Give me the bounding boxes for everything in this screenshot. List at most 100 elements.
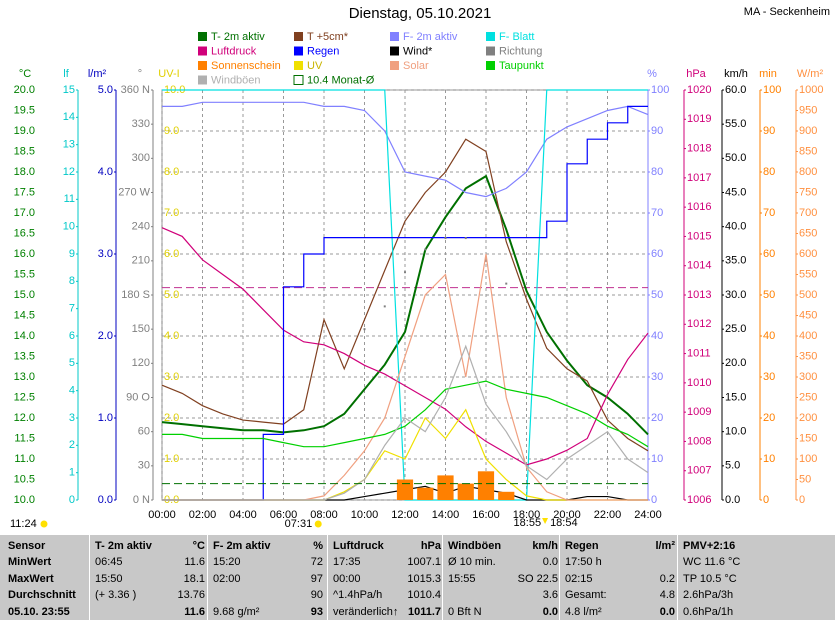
axis-unit: l/m² bbox=[88, 68, 107, 80]
series-line bbox=[162, 344, 649, 501]
y-tick-label: 900 bbox=[799, 125, 817, 137]
moon-set: 18:54 bbox=[550, 517, 578, 529]
y-tick-label: 700 bbox=[799, 207, 817, 219]
y-tick-label: 1.0 bbox=[164, 453, 179, 465]
legend-label: Richtung bbox=[499, 45, 542, 57]
legend-label: Taupunkt bbox=[499, 60, 544, 72]
y-tick-label: 270 W bbox=[118, 186, 150, 198]
y-tick-label: 7.0 bbox=[164, 207, 179, 219]
direction-dot bbox=[444, 237, 447, 240]
cell-value: 4.8 bbox=[659, 589, 675, 601]
cell-label: Ø 10 min. bbox=[448, 556, 496, 568]
y-tick-label: 1009 bbox=[687, 406, 711, 418]
y-tick-label: 19.0 bbox=[14, 125, 35, 137]
y-tick-label: 1 bbox=[69, 467, 75, 479]
legend-label: Sonnenschein bbox=[211, 60, 281, 72]
y-tick-label: 1010 bbox=[687, 377, 711, 389]
y-tick-label: 10 bbox=[763, 453, 775, 465]
cell-label: 0 Bft N bbox=[448, 605, 482, 618]
y-tick-label: 1011 bbox=[687, 347, 711, 359]
y-tick-label: 30.0 bbox=[725, 289, 746, 301]
x-tick-label: 12:00 bbox=[391, 509, 419, 521]
column-title: F- 2m aktiv bbox=[213, 540, 271, 552]
column-separator bbox=[207, 535, 208, 620]
y-tick-label: 100 bbox=[651, 84, 669, 96]
y-tick-label: 800 bbox=[799, 166, 817, 178]
y-tick-label: 300 bbox=[132, 152, 150, 164]
cell-label: Gesamt: bbox=[565, 589, 607, 601]
stats-table: Sensor MinWert MaxWert Durchschnitt 05.10. 2… bbox=[0, 535, 835, 620]
y-tick-label: 1008 bbox=[687, 435, 711, 447]
cell-value: 11.6 bbox=[184, 556, 205, 568]
column-title: Windböen bbox=[448, 540, 502, 552]
x-tick-label: 02:00 bbox=[189, 509, 217, 521]
y-tick-label: 1012 bbox=[687, 318, 711, 330]
cell-label: MinWert bbox=[8, 556, 52, 568]
cell-value: 97 bbox=[310, 572, 323, 585]
y-tick-label: 200 bbox=[799, 412, 817, 424]
sunshine-bar bbox=[457, 483, 474, 500]
y-tick-label: 9.0 bbox=[164, 125, 179, 137]
y-tick-label: 14.0 bbox=[14, 330, 35, 342]
legend-label: T- 2m aktiv bbox=[211, 31, 265, 43]
y-tick-label: 0 bbox=[69, 494, 75, 506]
axis-unit: lf bbox=[63, 68, 69, 80]
sun-icon bbox=[314, 520, 322, 528]
y-tick-label: 150 bbox=[799, 432, 817, 444]
y-tick-label: 90 bbox=[763, 125, 775, 137]
cell-label: (+ 3.36 ) bbox=[95, 589, 137, 601]
legend-swatch bbox=[486, 32, 495, 41]
cell-value: 1015.3 bbox=[407, 572, 441, 585]
y-tick-label: 20 bbox=[651, 412, 663, 424]
y-tick-label: 70 bbox=[763, 207, 775, 219]
legend-swatch bbox=[198, 75, 207, 85]
y-tick-label: 80 bbox=[763, 166, 775, 178]
legend-label: T +5cm* bbox=[307, 31, 349, 43]
legend-swatch bbox=[390, 46, 399, 56]
cell-label: 0.6hPa/1h bbox=[683, 605, 734, 618]
y-tick-label: 1014 bbox=[687, 260, 711, 272]
y-tick-label: 10 bbox=[63, 221, 75, 233]
y-tick-label: 1015 bbox=[687, 230, 711, 242]
x-tick-label: 20:00 bbox=[553, 509, 581, 521]
y-tick-label: 10 bbox=[651, 453, 663, 465]
cell-value: 0.0 bbox=[659, 605, 675, 618]
y-tick-label: 2.0 bbox=[164, 412, 179, 424]
y-tick-label: 60 bbox=[651, 248, 663, 260]
station-name: MA - Seckenheim bbox=[744, 6, 830, 18]
y-tick-label: 150 bbox=[132, 323, 150, 335]
y-tick-label: 210 bbox=[132, 255, 150, 267]
y-tick-label: 3.0 bbox=[164, 371, 179, 383]
moon-rise: 11:24 bbox=[10, 518, 37, 530]
direction-dot bbox=[404, 271, 406, 274]
legend-swatch bbox=[293, 75, 304, 85]
legend-swatch bbox=[294, 32, 303, 41]
column-unit: % bbox=[313, 540, 323, 552]
cell-value: 1007.1 bbox=[407, 556, 441, 568]
cell-label: 17:50 h bbox=[565, 556, 602, 568]
series-line bbox=[162, 101, 649, 198]
y-tick-label: 55.0 bbox=[725, 118, 746, 130]
x-tick-label: 18:00 bbox=[513, 509, 541, 521]
y-tick-label: 4.0 bbox=[98, 166, 113, 178]
axis-unit: ° bbox=[138, 68, 142, 80]
cell-value: SO 22.5 bbox=[517, 572, 558, 585]
y-tick-label: 20 bbox=[763, 412, 775, 424]
cell-label: 00:00 bbox=[333, 572, 361, 585]
y-tick-label: 11.5 bbox=[14, 432, 35, 444]
y-tick-label: 9 bbox=[69, 248, 75, 260]
y-tick-label: 100 bbox=[763, 84, 781, 96]
column-title: PMV+2:16 bbox=[683, 540, 736, 552]
y-tick-label: 15.0 bbox=[725, 391, 746, 403]
legend-swatch bbox=[294, 46, 303, 56]
y-tick-label: 1018 bbox=[687, 142, 711, 154]
column-separator bbox=[677, 535, 678, 620]
y-tick-label: 20.0 bbox=[725, 357, 746, 369]
legend-swatch bbox=[486, 61, 495, 70]
y-tick-label: 60 bbox=[138, 426, 150, 438]
y-tick-label: 13 bbox=[63, 139, 75, 151]
series-line bbox=[161, 138, 649, 452]
y-tick-label: 250 bbox=[799, 391, 817, 403]
y-tick-label: 70 bbox=[651, 207, 663, 219]
y-tick-label: 10.0 bbox=[14, 494, 35, 506]
